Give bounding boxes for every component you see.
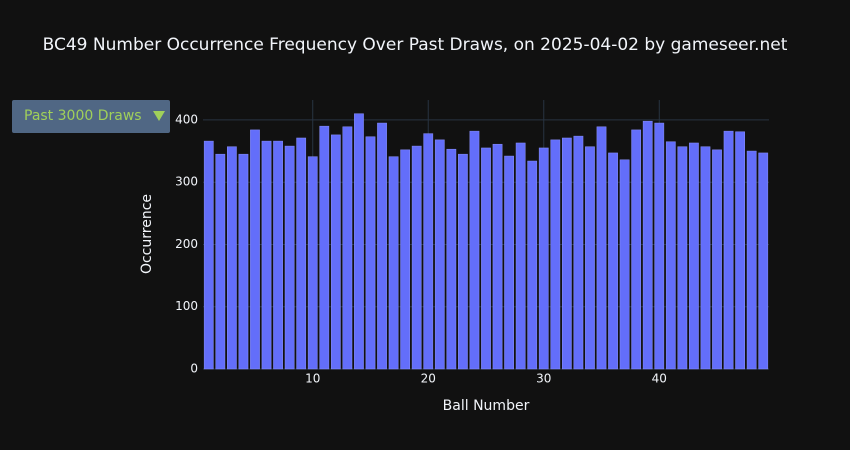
bar bbox=[215, 153, 226, 370]
bar bbox=[515, 142, 526, 370]
bar bbox=[561, 137, 572, 370]
y-tick-label: 200 bbox=[175, 237, 198, 251]
bar bbox=[654, 122, 665, 370]
bar bbox=[319, 125, 330, 370]
bar bbox=[261, 140, 272, 370]
bar bbox=[723, 130, 734, 370]
bar bbox=[527, 160, 538, 370]
bar bbox=[596, 126, 607, 370]
bar bbox=[619, 159, 630, 370]
bar bbox=[504, 155, 514, 370]
x-tick-label: 30 bbox=[536, 372, 551, 386]
bar bbox=[227, 146, 237, 370]
bar bbox=[273, 140, 283, 370]
bar bbox=[330, 134, 341, 370]
bar bbox=[423, 133, 434, 370]
bar bbox=[296, 137, 307, 370]
bar bbox=[388, 156, 399, 370]
bar bbox=[689, 142, 699, 370]
dropdown[interactable]: Past 3000 Draws bbox=[12, 100, 170, 133]
chart-title: BC49 Number Occurrence Frequency Over Pa… bbox=[43, 35, 788, 55]
bar bbox=[712, 149, 722, 370]
y-tick-label: 300 bbox=[175, 175, 198, 189]
bar bbox=[585, 146, 595, 370]
y-tick-label: 100 bbox=[175, 299, 198, 313]
x-tick-label: 20 bbox=[421, 372, 436, 386]
bar bbox=[284, 145, 295, 370]
bar bbox=[469, 130, 480, 370]
bar bbox=[434, 139, 445, 370]
bar bbox=[400, 149, 411, 370]
bar bbox=[550, 139, 561, 370]
bar bbox=[411, 145, 422, 370]
bar bbox=[238, 153, 249, 370]
dropdown-label[interactable]: Past 3000 Draws bbox=[24, 108, 142, 124]
bar bbox=[307, 156, 318, 370]
bar bbox=[354, 113, 364, 370]
dropdown-arrow bbox=[153, 111, 165, 121]
y-tick-label: 0 bbox=[190, 362, 198, 376]
bar bbox=[631, 129, 642, 370]
bar bbox=[573, 135, 584, 370]
bar bbox=[538, 147, 549, 370]
bar bbox=[665, 141, 676, 370]
y-tick-label: 400 bbox=[175, 112, 198, 126]
bar bbox=[481, 147, 491, 370]
bar bbox=[735, 131, 745, 370]
y-axis-title: Occurrence bbox=[139, 194, 155, 274]
bar bbox=[203, 140, 214, 370]
bar bbox=[342, 126, 353, 370]
x-axis-title: Ball Number bbox=[443, 398, 530, 414]
bar bbox=[377, 122, 387, 370]
bar bbox=[746, 150, 757, 370]
bar bbox=[250, 129, 260, 370]
x-tick-label: 40 bbox=[652, 372, 667, 386]
bar bbox=[446, 148, 457, 370]
bar bbox=[642, 120, 653, 370]
bar bbox=[492, 143, 503, 370]
bar bbox=[758, 152, 769, 370]
bar bbox=[365, 136, 376, 370]
bar bbox=[608, 152, 618, 370]
x-tick-label: 10 bbox=[305, 372, 320, 386]
bar bbox=[700, 146, 711, 370]
bar bbox=[458, 153, 468, 370]
bar bbox=[677, 146, 688, 370]
